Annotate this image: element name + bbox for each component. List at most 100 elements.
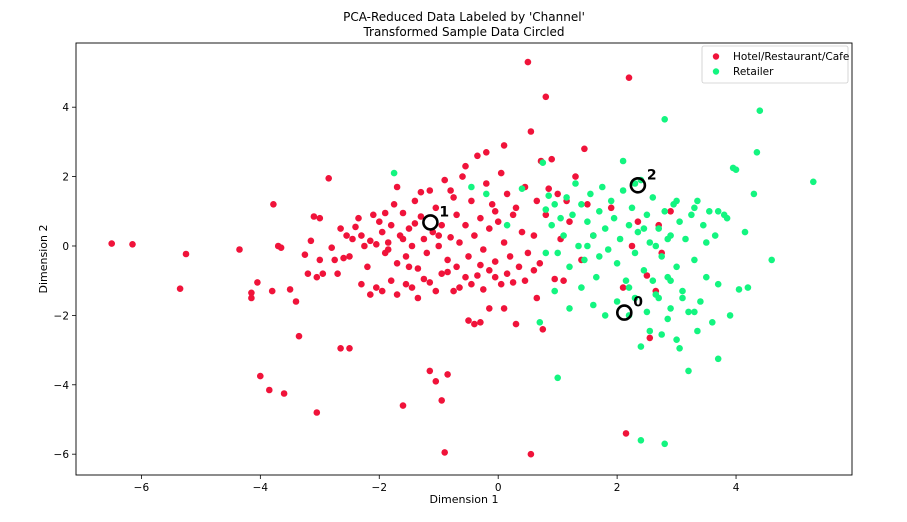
data-point-retailer [723, 214, 731, 222]
data-point-hotel-restaurant-cafe [384, 239, 392, 246]
data-point-retailer [709, 319, 716, 326]
data-point-hotel-restaurant-cafe [417, 213, 425, 220]
data-point-retailer [714, 208, 722, 215]
data-point-retailer [703, 273, 710, 281]
data-point-hotel-restaurant-cafe [634, 218, 642, 225]
x-tick-label: 0 [495, 482, 502, 494]
data-point-hotel-restaurant-cafe [286, 286, 294, 293]
data-point-hotel-restaurant-cafe [378, 228, 386, 236]
data-point-retailer [637, 343, 645, 350]
data-point-hotel-restaurant-cafe [536, 260, 544, 267]
data-point-hotel-restaurant-cafe [295, 332, 303, 340]
data-point-retailer [735, 286, 743, 293]
sample-circle [615, 304, 633, 321]
data-point-hotel-restaurant-cafe [387, 277, 395, 285]
y-tick-label: 4 [62, 102, 69, 114]
data-point-retailer [536, 319, 544, 326]
data-point-hotel-restaurant-cafe [486, 267, 493, 274]
x-axis-label: Dimension 1 [430, 493, 499, 506]
data-point-hotel-restaurant-cafe [480, 286, 487, 293]
data-point-hotel-restaurant-cafe [462, 221, 469, 229]
data-point-retailer [768, 256, 775, 264]
legend: Hotel/Restaurant/Cafe Retailer [701, 45, 849, 84]
data-point-retailer [578, 201, 585, 208]
data-point-hotel-restaurant-cafe [349, 235, 356, 243]
data-point-hotel-restaurant-cafe [500, 239, 508, 246]
data-point-hotel-restaurant-cafe [337, 225, 344, 232]
data-point-retailer [655, 225, 662, 232]
data-point-hotel-restaurant-cafe [277, 244, 285, 251]
data-point-retailer [607, 197, 615, 205]
data-point-hotel-restaurant-cafe [542, 211, 550, 219]
data-point-hotel-restaurant-cafe [524, 58, 532, 66]
data-point-retailer [714, 355, 722, 363]
data-point-retailer [655, 294, 662, 302]
data-point-retailer [667, 305, 674, 312]
data-point-hotel-restaurant-cafe [622, 430, 630, 437]
data-point-retailer [616, 235, 624, 243]
data-point-hotel-restaurant-cafe [414, 265, 422, 272]
data-point-hotel-restaurant-cafe [483, 149, 490, 156]
data-point-hotel-restaurant-cafe [367, 291, 374, 298]
data-point-hotel-restaurant-cafe [373, 241, 380, 248]
data-point-retailer [756, 107, 764, 114]
data-point-hotel-restaurant-cafe [346, 345, 353, 352]
data-point-hotel-restaurant-cafe [551, 275, 558, 283]
data-point-retailer [539, 159, 547, 166]
data-point-hotel-restaurant-cafe [402, 253, 410, 260]
data-point-hotel-restaurant-cafe [378, 287, 386, 295]
data-point-hotel-restaurant-cafe [414, 294, 422, 302]
data-point-hotel-restaurant-cafe [346, 253, 353, 260]
data-point-hotel-restaurant-cafe [462, 273, 469, 281]
data-point-retailer [682, 235, 689, 243]
data-point-retailer [468, 183, 475, 191]
data-point-hotel-restaurant-cafe [411, 197, 419, 205]
data-point-hotel-restaurant-cafe [491, 258, 499, 265]
data-point-retailer [575, 242, 582, 250]
sample-label: 2 [647, 167, 657, 183]
data-point-hotel-restaurant-cafe [334, 270, 341, 278]
data-point-hotel-restaurant-cafe [399, 235, 407, 243]
data-point-hotel-restaurant-cafe [280, 390, 288, 397]
data-point-hotel-restaurant-cafe [361, 242, 368, 250]
data-point-hotel-restaurant-cafe [450, 287, 457, 295]
data-point-retailer [711, 232, 719, 239]
data-point-retailer [750, 190, 758, 198]
data-point-retailer [560, 232, 567, 239]
data-point-hotel-restaurant-cafe [399, 402, 407, 409]
data-point-retailer [622, 277, 630, 285]
data-point-hotel-restaurant-cafe [393, 183, 401, 191]
data-point-hotel-restaurant-cafe [509, 279, 517, 286]
data-point-hotel-restaurant-cafe [266, 386, 273, 394]
data-point-retailer [610, 214, 618, 222]
samples-layer: 0 1 2 [422, 167, 657, 321]
data-point-hotel-restaurant-cafe [387, 221, 395, 229]
legend-box [701, 45, 849, 84]
data-point-retailer [483, 190, 490, 198]
data-point-hotel-restaurant-cafe [554, 190, 561, 198]
data-point-hotel-restaurant-cafe [494, 218, 502, 225]
data-point-hotel-restaurant-cafe [313, 409, 321, 416]
data-point-retailer [676, 345, 683, 352]
data-point-retailer [652, 242, 660, 250]
data-point-hotel-restaurant-cafe [628, 242, 636, 250]
data-point-hotel-restaurant-cafe [411, 220, 419, 227]
data-point-hotel-restaurant-cafe [432, 287, 440, 295]
data-point-hotel-restaurant-cafe [435, 242, 443, 250]
data-point-hotel-restaurant-cafe [462, 162, 469, 170]
legend-label-hrc: Hotel/Restaurant/Cafe [733, 51, 849, 63]
data-point-hotel-restaurant-cafe [450, 194, 457, 201]
data-point-retailer [542, 249, 550, 257]
data-point-retailer [619, 187, 627, 194]
data-point-hotel-restaurant-cafe [405, 225, 413, 232]
data-point-retailer [545, 192, 552, 199]
data-point-hotel-restaurant-cafe [539, 326, 547, 333]
data-point-hotel-restaurant-cafe [533, 294, 541, 302]
data-point-hotel-restaurant-cafe [381, 209, 389, 217]
data-point-hotel-restaurant-cafe [325, 175, 333, 182]
data-point-retailer [673, 336, 680, 344]
data-point-hotel-restaurant-cafe [364, 263, 371, 271]
data-point-retailer [691, 308, 698, 316]
data-point-hotel-restaurant-cafe [358, 232, 365, 239]
